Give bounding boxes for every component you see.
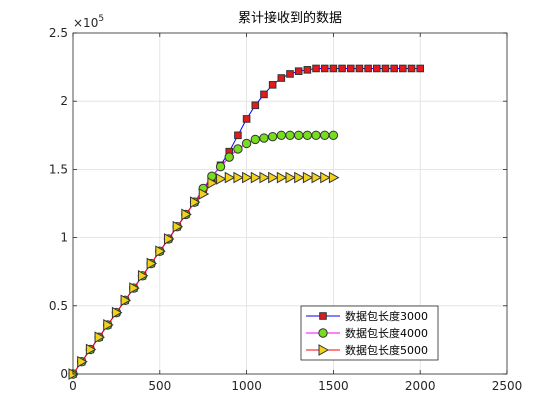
chart-title: 累计接收到的数据	[238, 10, 342, 26]
data-point	[241, 138, 252, 149]
data-point	[320, 130, 330, 141]
data-point	[250, 171, 262, 184]
data-point	[399, 64, 407, 73]
y-tick-label: 0.5	[49, 299, 68, 313]
data-point	[146, 257, 158, 270]
y-axis-exponent-power: 5	[98, 14, 104, 24]
x-tick-label: 2000	[405, 379, 436, 393]
x-tick-label: 2500	[492, 379, 523, 393]
data-point	[259, 171, 270, 184]
legend-marker	[319, 312, 327, 320]
data-point	[294, 67, 303, 75]
data-point	[215, 161, 226, 172]
y-axis-exponent: ×105	[73, 14, 104, 30]
axes-box	[72, 32, 508, 375]
data-point	[103, 319, 114, 331]
data-point	[407, 64, 416, 73]
data-point	[251, 101, 260, 110]
plot-area	[73, 33, 507, 374]
data-point	[328, 171, 340, 184]
data-point	[355, 64, 364, 73]
data-point	[260, 90, 268, 99]
data-point	[77, 355, 88, 368]
data-point	[242, 171, 253, 184]
data-point	[190, 196, 201, 208]
data-point	[312, 64, 320, 73]
data-point	[338, 64, 346, 73]
data-point	[320, 171, 331, 184]
data-point	[94, 331, 106, 344]
x-tick-label: 1000	[231, 379, 262, 393]
data-point	[276, 130, 287, 141]
y-tick-label: 1	[60, 231, 68, 245]
data-point	[286, 70, 294, 78]
y-tick-label: 1.5	[49, 162, 68, 176]
data-point	[293, 130, 304, 141]
x-tick-label: 500	[148, 379, 171, 393]
data-point	[181, 208, 192, 221]
data-point	[373, 64, 381, 73]
data-point	[277, 74, 286, 82]
legend-entry: 数据包长度5000	[306, 343, 428, 357]
data-point	[224, 152, 234, 162]
series-3	[68, 171, 340, 380]
legend-label: 数据包长度5000	[345, 343, 428, 357]
data-point	[120, 294, 132, 307]
data-point	[137, 269, 149, 282]
data-point	[276, 171, 288, 184]
data-point	[172, 220, 184, 233]
data-point	[111, 306, 123, 319]
series-layer	[68, 64, 424, 380]
data-point	[302, 171, 314, 184]
data-point	[259, 133, 269, 143]
y-tick-label: 2.5	[49, 26, 68, 40]
data-point	[268, 81, 277, 89]
legend-marker	[318, 328, 328, 338]
data-point	[328, 130, 339, 141]
data-point	[294, 171, 305, 184]
legend-entry: 数据包长度4000	[306, 326, 428, 340]
data-point	[268, 171, 279, 184]
data-point	[163, 233, 175, 245]
data-point	[233, 171, 244, 184]
y-tick-label: 2	[60, 94, 68, 108]
data-point	[207, 177, 218, 189]
legend: 数据包长度3000 数据包长度4000 数据包长度5000	[300, 305, 439, 361]
legend-label: 数据包长度4000	[345, 326, 428, 340]
data-point	[155, 245, 166, 258]
data-point	[346, 64, 355, 73]
data-point	[364, 64, 372, 73]
data-point	[285, 171, 297, 184]
data-point	[85, 343, 97, 356]
data-point	[311, 130, 321, 141]
x-tick-label: 1500	[318, 379, 349, 393]
y-axis-exponent-base: ×10	[73, 16, 98, 30]
y-tick-label: 0	[60, 367, 68, 381]
legend-entry: 数据包长度3000	[306, 309, 428, 323]
data-point	[381, 64, 390, 73]
data-point	[267, 131, 278, 142]
data-point	[303, 66, 312, 74]
data-point	[234, 131, 242, 140]
data-point	[285, 130, 295, 141]
axis-ticks: 0 500 1000 1500 2000 2500 0 0.5 1 1.5 2 2.5	[49, 26, 522, 393]
data-point	[311, 171, 323, 184]
data-point	[329, 64, 338, 73]
legend-marker	[318, 344, 330, 356]
grid	[73, 33, 507, 374]
data-point	[224, 171, 236, 184]
data-point	[416, 64, 424, 73]
data-point	[129, 282, 140, 294]
data-point	[242, 115, 251, 123]
data-point	[320, 64, 329, 73]
data-point	[216, 173, 227, 185]
data-point	[390, 64, 398, 73]
data-point	[302, 130, 313, 141]
data-point	[233, 144, 243, 154]
legend-label: 数据包长度3000	[345, 309, 428, 323]
x-tick-label: 0	[69, 379, 77, 393]
data-point	[250, 134, 260, 145]
data-point	[198, 188, 210, 200]
